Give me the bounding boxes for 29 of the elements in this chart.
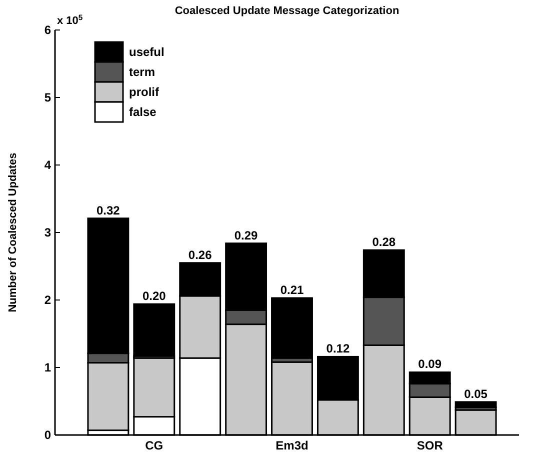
y-tick-label: 6	[44, 22, 52, 37]
y-tick-label: 5	[44, 90, 52, 104]
y-tick-label: 3	[44, 225, 52, 240]
annotation: 0.26	[188, 248, 212, 262]
annotation: 0.12	[326, 342, 350, 356]
annotation: 0.21	[280, 282, 304, 297]
y-tick-label: 1	[44, 360, 52, 374]
y-tick-label: 0	[44, 428, 52, 442]
text: x 10$^{5}$	[57, 12, 84, 27]
annotation: 0.28	[372, 235, 396, 250]
legend-label: false	[129, 105, 157, 119]
chart-title: Coalesced Update Message Categorization	[174, 5, 400, 17]
bar	[133, 303, 176, 357]
annotation: 0.09	[418, 357, 442, 372]
legend-label: useful	[129, 45, 164, 59]
annotation: 0.32	[96, 203, 120, 218]
x-tick-label: CG	[145, 438, 164, 453]
annotation: 0.05	[464, 386, 488, 401]
legend-label: prolif	[129, 85, 160, 99]
y-axis-title: Number of Coalesced Updates	[7, 152, 19, 312]
x-tick-label: SOR	[416, 438, 444, 453]
x-tick-label: Em3d	[276, 438, 308, 453]
annotation: 0.29	[234, 228, 258, 242]
y-tick-label: 2	[44, 292, 52, 307]
bar	[271, 297, 313, 359]
legend-label: term	[129, 65, 156, 79]
annotation: 0.20	[142, 289, 166, 304]
bar	[454, 401, 497, 408]
y-tick-label: 4	[44, 158, 52, 172]
